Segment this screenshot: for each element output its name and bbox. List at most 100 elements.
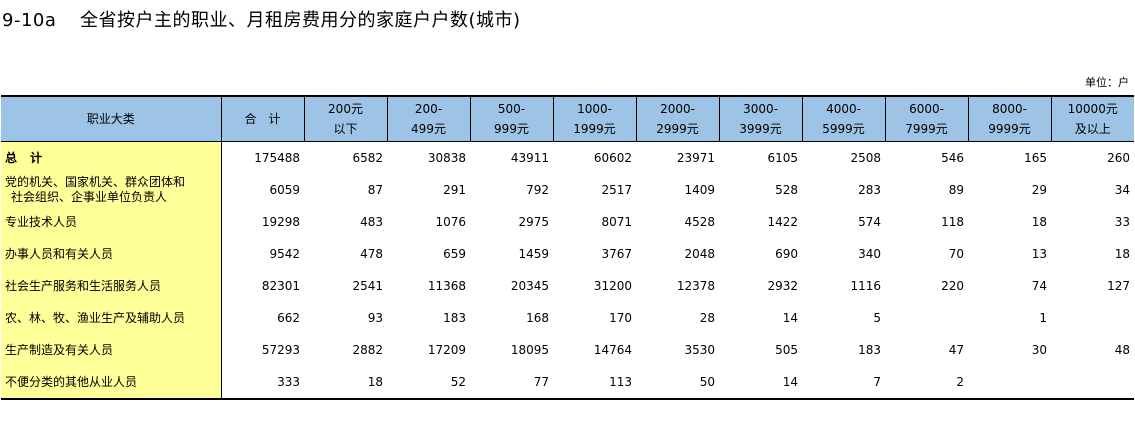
cell-value: 175488 <box>254 150 300 165</box>
cell-value <box>1051 302 1134 334</box>
header-range-line: 8000- <box>992 102 1027 116</box>
cell-value: 1459 <box>518 246 549 261</box>
cell-value: 70 <box>948 246 964 261</box>
header-range-line: 5999元 <box>822 122 865 136</box>
row-label: 农、林、牧、渔业生产及辅助人员 <box>1 302 222 334</box>
row-label: 生产制造及有关人员 <box>1 334 222 366</box>
header-range-8: 8000- 9999元 <box>967 95 1052 142</box>
cell-value: 1076 <box>435 214 466 229</box>
cell-value: 11368 <box>427 278 466 293</box>
cell-value: 546 <box>941 150 964 165</box>
header-range-9: 10000元 及以上 <box>1050 95 1134 142</box>
cell-value: 690 <box>775 246 798 261</box>
header-range-line: 1999元 <box>573 122 616 136</box>
table-row: 农、林、牧、渔业生产及辅助人员 662 93 183 168 170 28 14 5 1 <box>1 302 1134 334</box>
row-label-line: 总 计 <box>5 150 43 165</box>
cell-value: 43911 <box>510 150 549 165</box>
header-range-line: 7999元 <box>905 122 948 136</box>
header-range-7: 6000- 7999元 <box>884 95 969 142</box>
header-range-2: 500- 999元 <box>469 95 554 142</box>
header-range-line: 10000元 <box>1067 102 1118 116</box>
row-label: 社会生产服务和生活服务人员 <box>1 270 222 302</box>
cell-value: 8071 <box>601 214 632 229</box>
row-label: 总 计 <box>1 141 222 174</box>
header-range-line: 及以上 <box>1074 122 1111 136</box>
cell-value: 1 <box>1039 310 1047 325</box>
page-title: 9-10a 全省按户主的职业、月租房费用分的家庭户户数(城市) <box>2 6 521 32</box>
cell-value: 52 <box>387 366 470 400</box>
cell-value: 340 <box>858 246 881 261</box>
header-range-line: 6000- <box>909 102 944 116</box>
table-row: 不便分类的其他从业人员 333 18 52 77 113 50 14 7 2 <box>1 366 1134 400</box>
table-row: 生产制造及有关人员 57293 2882 17209 18095 14764 3530 505… <box>1 334 1134 366</box>
row-label: 不便分类的其他从业人员 <box>1 366 222 400</box>
cell-value: 57293 <box>261 342 300 357</box>
unit-label: 单位：户 <box>1085 76 1129 89</box>
cell-value: 2541 <box>352 278 383 293</box>
table-number: 9-10a <box>2 10 57 31</box>
cell-value <box>968 366 1051 400</box>
row-label-line: 社会生产服务和生活服务人员 <box>5 278 162 293</box>
header-range-line: 3000- <box>743 102 778 116</box>
cell-value: 2048 <box>684 246 715 261</box>
header-range-line: 2999元 <box>656 122 699 136</box>
cell-value: 3767 <box>601 246 632 261</box>
cell-value: 17209 <box>427 342 466 357</box>
cell-value: 34 <box>1114 182 1130 197</box>
table-row: 办事人员和有关人员 9542 478 659 1459 3767 2048 690 340 70 1… <box>1 238 1134 270</box>
cell-value: 3530 <box>684 342 715 357</box>
cell-value: 118 <box>941 214 964 229</box>
cell-value: 659 <box>443 246 466 261</box>
cell-value: 2517 <box>601 182 632 197</box>
cell-value: 18 <box>304 366 387 400</box>
row-label-line: 专业技术人员 <box>5 214 78 229</box>
cell-value: 528 <box>775 182 798 197</box>
cell-value: 113 <box>553 366 636 400</box>
cell-value: 2508 <box>850 150 881 165</box>
cell-value: 60602 <box>593 150 632 165</box>
row-label: 专业技术人员 <box>1 206 222 238</box>
row-label: 党的机关、国家机关、群众团体和 社会组织、企事业单位负责人 <box>1 174 222 206</box>
cell-value: 14 <box>719 366 802 400</box>
row-label-line: 生产制造及有关人员 <box>5 342 114 357</box>
cell-value: 6105 <box>767 150 798 165</box>
cell-value: 170 <box>609 310 632 325</box>
cell-value: 333 <box>221 366 304 400</box>
cell-value: 183 <box>858 342 881 357</box>
cell-value: 50 <box>636 366 719 400</box>
cell-value: 5 <box>873 310 881 325</box>
cell-value: 662 <box>277 310 300 325</box>
cell-value: 9542 <box>269 246 300 261</box>
header-range-line: 200- <box>414 102 443 116</box>
header-row: 职业大类 合 计 200元 以下 200- 499元 500- 999元 1000- 1999… <box>1 95 1134 142</box>
cell-value: 283 <box>858 182 881 197</box>
cell-value <box>885 302 968 334</box>
data-table: 职业大类 合 计 200元 以下 200- 499元 500- 999元 1000- 1999… <box>1 95 1134 400</box>
table-title: 全省按户主的职业、月租房费用分的家庭户户数(城市) <box>80 10 521 31</box>
cell-value: 6582 <box>352 150 383 165</box>
header-range-line: 500- <box>497 102 526 116</box>
header-range-line: 499元 <box>411 122 446 136</box>
cell-value: 220 <box>941 278 964 293</box>
cell-value: 127 <box>1107 278 1130 293</box>
cell-value: 74 <box>1031 278 1047 293</box>
cell-value: 20345 <box>510 278 549 293</box>
cell-value: 6059 <box>269 182 300 197</box>
header-range-line: 4000- <box>826 102 861 116</box>
cell-value: 18 <box>1031 214 1047 229</box>
cell-value: 29 <box>1031 182 1047 197</box>
cell-value: 31200 <box>593 278 632 293</box>
cell-value: 291 <box>443 182 466 197</box>
cell-value: 1409 <box>684 182 715 197</box>
header-range-5: 3000- 3999元 <box>718 95 803 142</box>
header-range-4: 2000- 2999元 <box>635 95 720 142</box>
cell-value: 33 <box>1114 214 1130 229</box>
header-range-1: 200- 499元 <box>386 95 471 142</box>
header-range-line: 1000- <box>577 102 612 116</box>
cell-value: 792 <box>526 182 549 197</box>
cell-value: 2975 <box>518 214 549 229</box>
header-range-line: 9999元 <box>988 122 1031 136</box>
cell-value: 18095 <box>510 342 549 357</box>
row-label: 办事人员和有关人员 <box>1 238 222 270</box>
table-row: 总 计 175488 6582 30838 43911 60602 23971 6105 250… <box>1 141 1134 174</box>
